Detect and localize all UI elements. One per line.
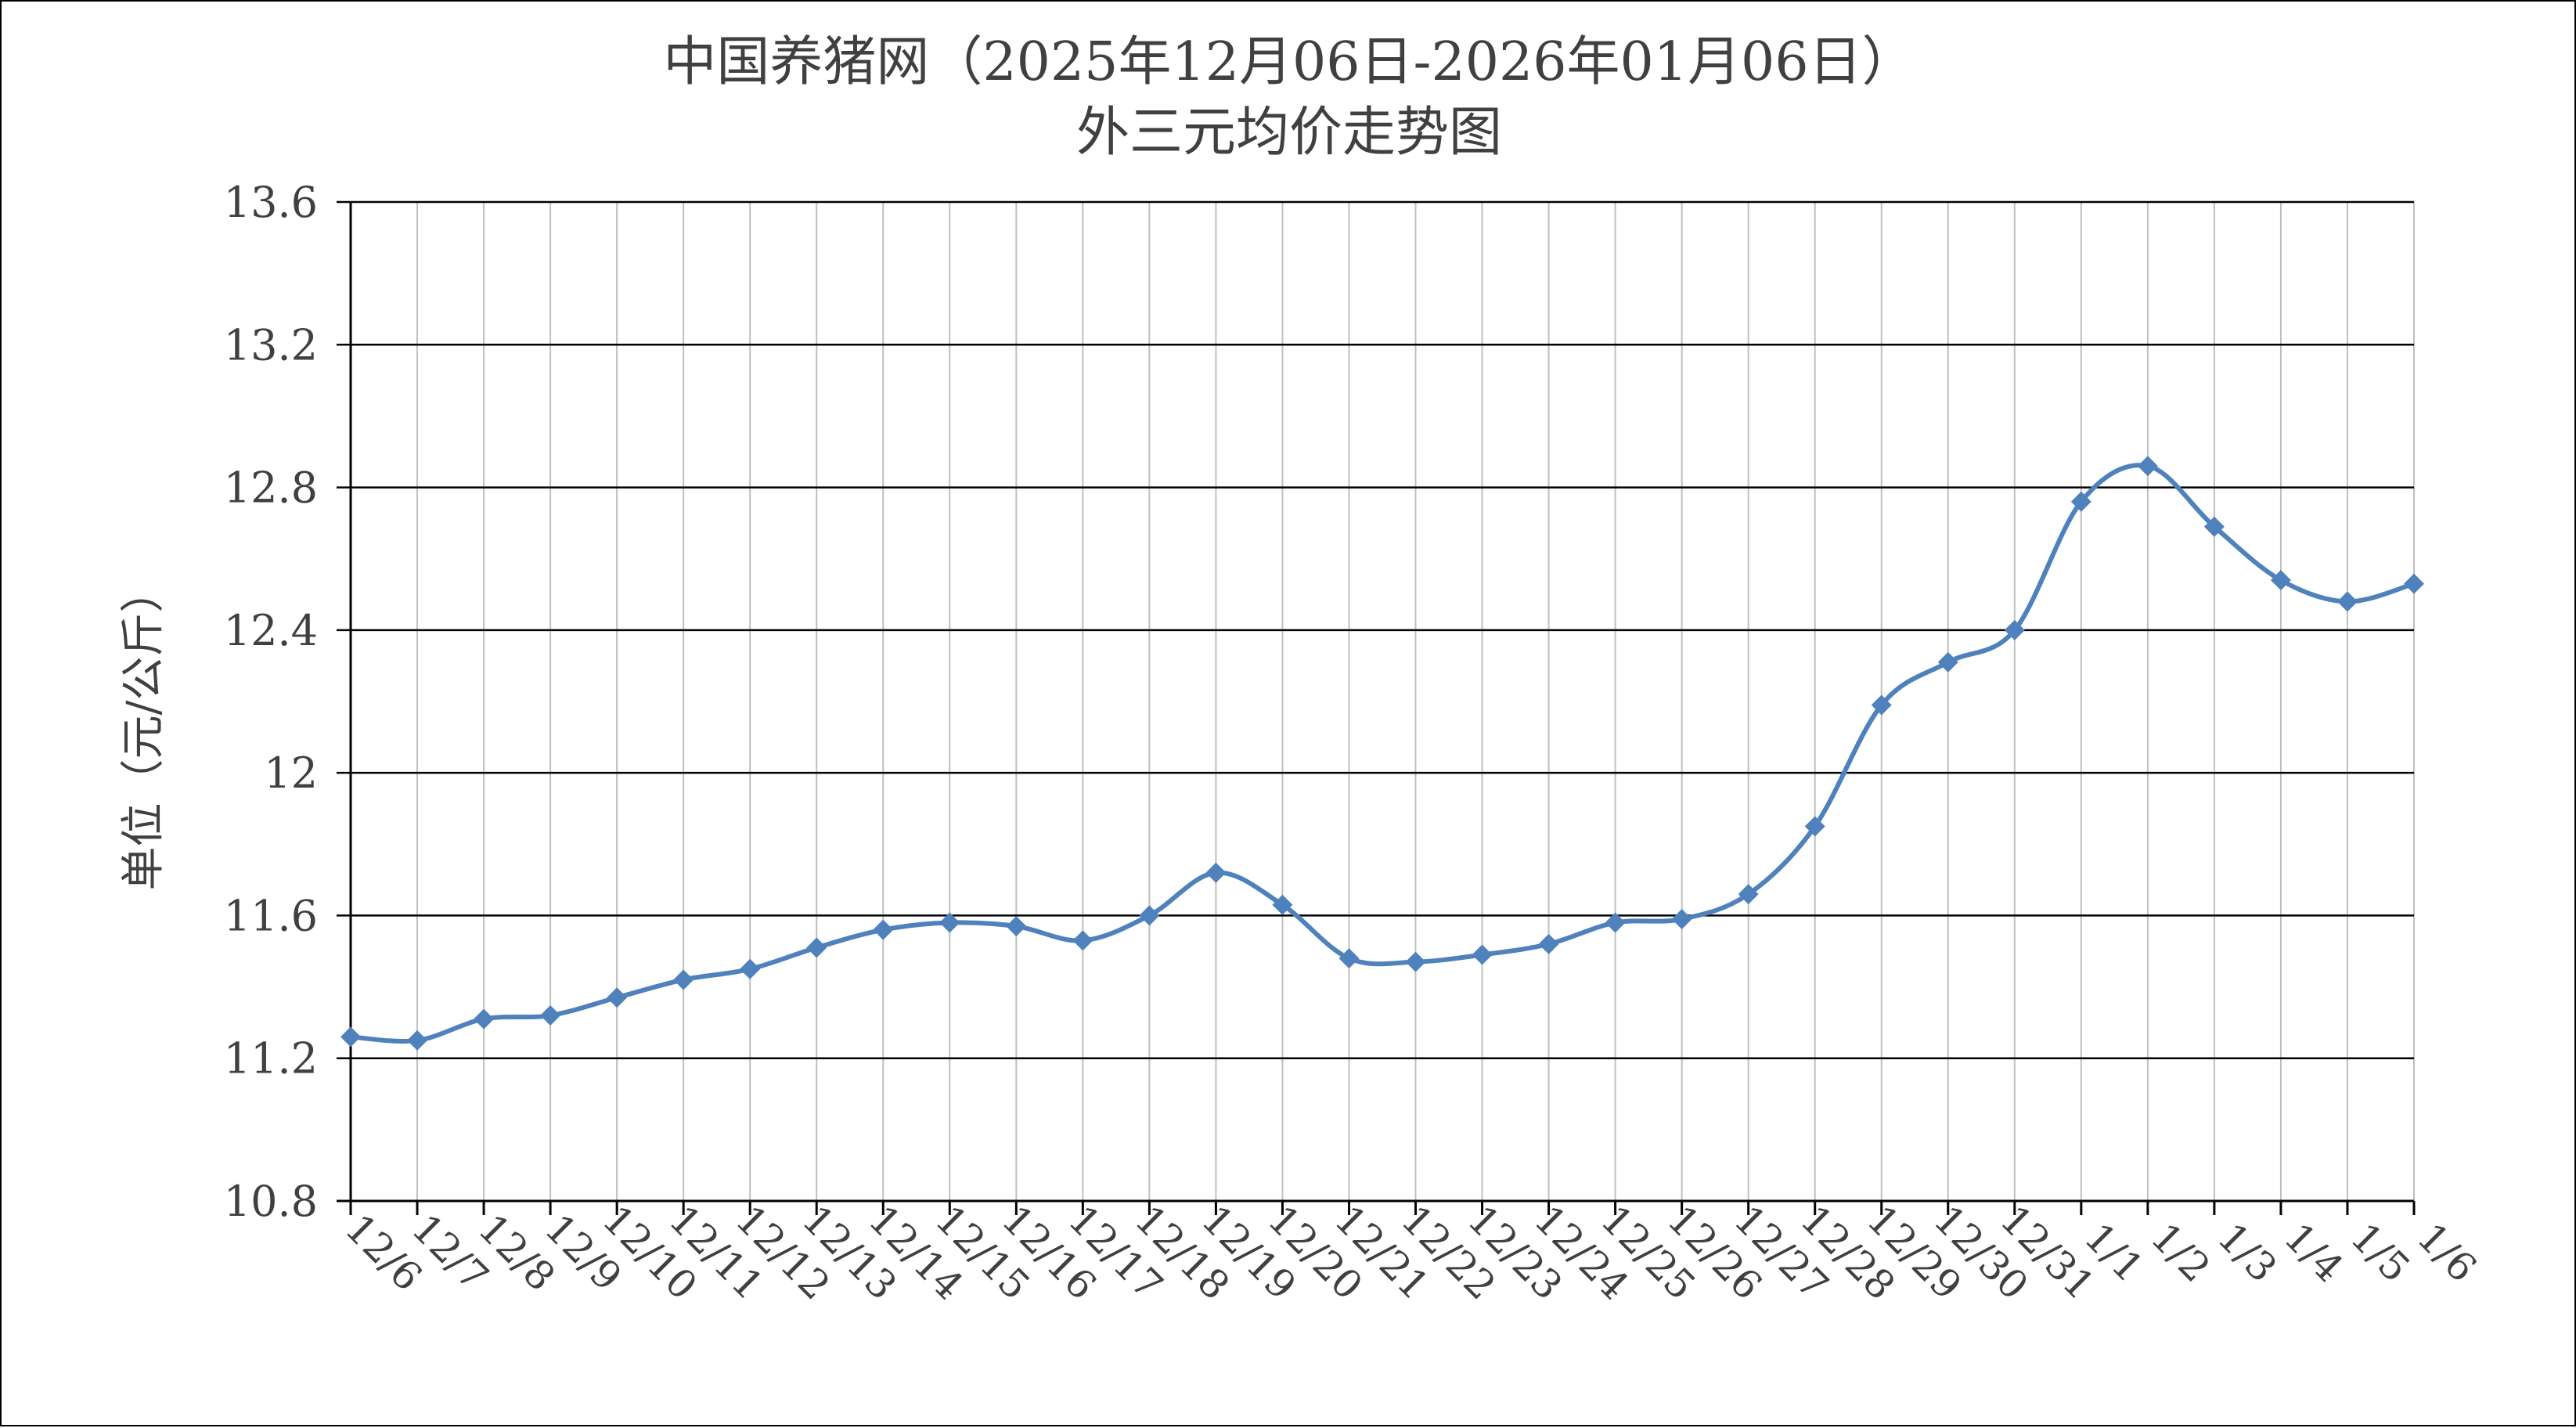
x-tick-labels: 12/612/712/812/912/1012/1112/1212/1312/1…: [337, 1197, 2485, 1309]
y-tick-label: 11.2: [224, 1034, 318, 1084]
y-axis-label: 单位（元/公斤）: [118, 569, 169, 891]
data-point-marker: [1338, 948, 1360, 969]
data-point-marker: [1538, 933, 1559, 954]
data-point-marker: [2336, 591, 2358, 612]
chart-title-line2: 外三元均价走势图: [1076, 102, 1502, 164]
data-point-marker: [2203, 516, 2225, 537]
data-point-marker: [1272, 894, 1293, 915]
data-point-marker: [1804, 816, 1825, 837]
x-tick-label: 1/2: [2142, 1214, 2219, 1291]
data-point-marker: [2137, 456, 2158, 477]
data-point-marker: [740, 958, 761, 979]
data-point-marker: [673, 969, 694, 990]
data-point-marker: [1405, 951, 1426, 972]
data-point-marker: [2070, 491, 2091, 512]
data-point-marker: [1605, 912, 1626, 933]
data-point-marker: [1205, 862, 1227, 883]
data-point-marker: [2404, 573, 2424, 594]
data-point-marker: [474, 1008, 495, 1030]
data-point-marker: [2004, 619, 2025, 640]
data-point-marker: [1871, 694, 1892, 716]
y-tick-label: 13.6: [224, 178, 318, 227]
data-point-marker: [540, 1005, 561, 1026]
chart-title-line1: 中国养猪网（2025年12月06日-2026年01月06日）: [663, 31, 1915, 93]
data-point-marker: [407, 1030, 428, 1051]
data-point-marker: [1006, 916, 1027, 937]
series-line: [350, 463, 2415, 1044]
data-point-marker: [1738, 884, 1759, 905]
data-point-marker: [1139, 905, 1160, 926]
y-tick-label: 13.2: [224, 320, 318, 370]
data-point-marker: [939, 912, 960, 933]
y-tick-label: 10.8: [224, 1177, 318, 1226]
y-tick-label: 11.6: [224, 891, 318, 940]
data-point-marker: [806, 937, 827, 958]
data-point-marker: [1072, 930, 1093, 951]
data-point-marker: [1472, 944, 1493, 965]
x-tick-label: 1/4: [2275, 1214, 2352, 1291]
axes: [337, 202, 2416, 1215]
x-tick-label: 12/7: [403, 1206, 497, 1300]
data-point-marker: [1937, 651, 1958, 673]
y-tick-label: 12: [264, 748, 318, 798]
y-tick-labels: 10.8 11.2 11.6 12 12.4 12.8 13.2 13.6: [224, 178, 318, 1226]
x-tick-label: 1/3: [2209, 1214, 2286, 1291]
grid-lines: [337, 200, 2415, 1201]
data-point-marker: [2270, 570, 2291, 591]
x-tick-label: 12/6: [337, 1206, 431, 1300]
x-tick-label: 12/8: [470, 1206, 564, 1300]
data-point-marker: [340, 1026, 361, 1048]
y-tick-label: 12.4: [224, 606, 318, 655]
x-tick-label: 1/6: [2408, 1214, 2485, 1291]
data-point-marker: [1671, 908, 1692, 929]
data-point-marker: [607, 987, 628, 1008]
x-tick-label: 1/5: [2342, 1214, 2419, 1291]
data-point-marker: [873, 919, 894, 940]
y-tick-label: 12.8: [224, 463, 318, 513]
series-layer: [340, 456, 2424, 1051]
